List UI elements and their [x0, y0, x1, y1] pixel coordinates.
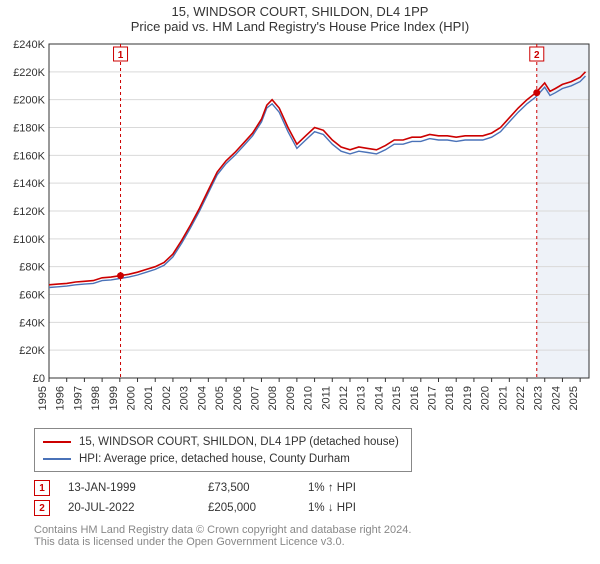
svg-text:£100K: £100K — [13, 234, 45, 246]
svg-text:2004: 2004 — [196, 386, 208, 410]
svg-text:£220K: £220K — [13, 67, 45, 79]
svg-text:2022: 2022 — [515, 386, 527, 410]
footnote: Contains HM Land Registry data © Crown c… — [34, 524, 590, 548]
svg-text:2001: 2001 — [143, 386, 155, 410]
marker-badge-1: 1 — [34, 480, 50, 496]
svg-text:2020: 2020 — [480, 386, 492, 410]
marker-date-1: 13-JAN-1999 — [68, 482, 208, 494]
svg-text:2: 2 — [534, 50, 540, 61]
svg-text:1996: 1996 — [55, 386, 67, 410]
svg-text:1998: 1998 — [90, 386, 102, 410]
marker-badge-2: 2 — [34, 500, 50, 516]
marker-price-1: £73,500 — [208, 482, 308, 494]
svg-text:1: 1 — [118, 50, 124, 61]
svg-text:£0: £0 — [33, 373, 45, 385]
svg-text:£20K: £20K — [19, 345, 45, 357]
svg-text:2023: 2023 — [533, 386, 545, 410]
svg-text:2000: 2000 — [126, 386, 138, 410]
svg-text:2025: 2025 — [568, 386, 580, 410]
chart-subtitle: Price paid vs. HM Land Registry's House … — [0, 19, 600, 34]
svg-text:2010: 2010 — [303, 386, 315, 410]
legend-swatch-series-2 — [43, 458, 71, 460]
svg-text:2003: 2003 — [179, 386, 191, 410]
chart-title: 15, WINDSOR COURT, SHILDON, DL4 1PP — [0, 4, 600, 19]
svg-text:2013: 2013 — [356, 386, 368, 410]
svg-text:2012: 2012 — [338, 386, 350, 410]
legend: 15, WINDSOR COURT, SHILDON, DL4 1PP (det… — [34, 428, 412, 472]
svg-text:2005: 2005 — [214, 386, 226, 410]
svg-text:2017: 2017 — [427, 386, 439, 410]
svg-text:£200K: £200K — [13, 95, 45, 107]
marker-row-1: 1 13-JAN-1999 £73,500 1% ↑ HPI — [34, 478, 590, 498]
marker-table: 1 13-JAN-1999 £73,500 1% ↑ HPI 2 20-JUL-… — [34, 478, 590, 518]
svg-text:£160K: £160K — [13, 150, 45, 162]
marker-hpi-2: 1% ↓ HPI — [308, 502, 408, 514]
svg-text:2009: 2009 — [285, 386, 297, 410]
svg-text:2024: 2024 — [550, 386, 562, 410]
svg-text:1997: 1997 — [72, 386, 84, 410]
svg-text:2011: 2011 — [320, 386, 332, 410]
legend-label-series-1: 15, WINDSOR COURT, SHILDON, DL4 1PP (det… — [79, 436, 399, 448]
marker-date-2: 20-JUL-2022 — [68, 502, 208, 514]
marker-hpi-1: 1% ↑ HPI — [308, 482, 408, 494]
svg-text:£120K: £120K — [13, 206, 45, 218]
svg-text:2016: 2016 — [409, 386, 421, 410]
svg-text:£80K: £80K — [19, 262, 45, 274]
chart: £0 £20K £40K £60K £80K £100K £120K £140K £160K £1… — [5, 40, 595, 420]
svg-text:2006: 2006 — [232, 386, 244, 410]
marker-row-2: 2 20-JUL-2022 £205,000 1% ↓ HPI — [34, 498, 590, 518]
svg-text:2019: 2019 — [462, 386, 474, 410]
svg-text:2015: 2015 — [391, 386, 403, 410]
svg-text:£240K: £240K — [13, 40, 45, 51]
svg-text:2021: 2021 — [497, 386, 509, 410]
svg-text:1999: 1999 — [108, 386, 120, 410]
legend-label-series-2: HPI: Average price, detached house, Coun… — [79, 453, 350, 465]
svg-text:1995: 1995 — [37, 386, 49, 410]
svg-text:£40K: £40K — [19, 317, 45, 329]
svg-text:2008: 2008 — [267, 386, 279, 410]
marker-price-2: £205,000 — [208, 502, 308, 514]
svg-text:2018: 2018 — [444, 386, 456, 410]
svg-text:2007: 2007 — [249, 386, 261, 410]
svg-text:£180K: £180K — [13, 123, 45, 135]
svg-text:£140K: £140K — [13, 178, 45, 190]
legend-swatch-series-1 — [43, 441, 71, 443]
svg-text:2002: 2002 — [161, 386, 173, 410]
svg-text:£60K: £60K — [19, 290, 45, 302]
svg-text:2014: 2014 — [373, 386, 385, 410]
